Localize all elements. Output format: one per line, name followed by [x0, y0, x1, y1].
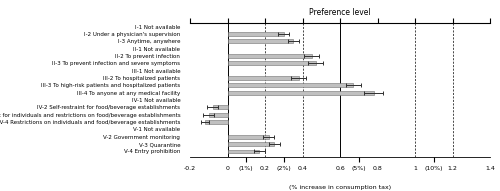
Bar [228, 83, 353, 87]
Bar [209, 113, 228, 117]
Bar [228, 150, 260, 153]
Bar [228, 62, 316, 65]
Bar [212, 105, 228, 109]
Bar [228, 76, 299, 80]
Bar [228, 39, 293, 43]
Bar [228, 54, 312, 58]
X-axis label: (% increase in consumption tax): (% increase in consumption tax) [289, 185, 391, 190]
Bar [228, 135, 269, 139]
Bar [228, 142, 274, 146]
Bar [228, 91, 374, 95]
Bar [228, 32, 284, 36]
X-axis label: Preference level: Preference level [309, 8, 371, 17]
Bar [205, 120, 228, 124]
